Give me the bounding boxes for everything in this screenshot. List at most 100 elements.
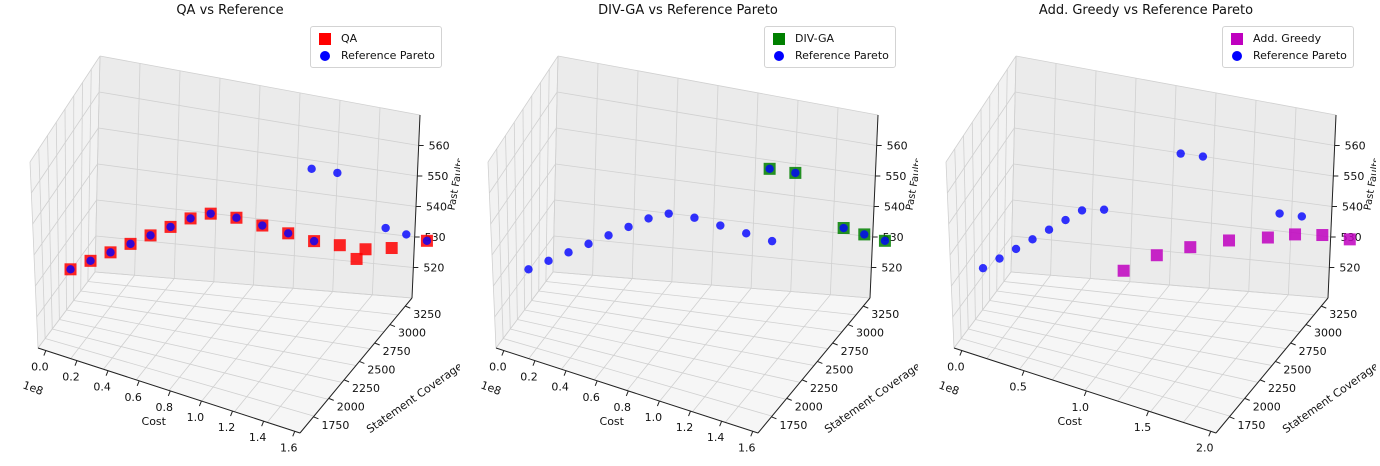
chart-title: DIV-GA vs Reference Pareto bbox=[598, 3, 778, 18]
x-tick-label: 0.0 bbox=[489, 361, 507, 374]
circle-marker bbox=[564, 248, 573, 257]
y-tick bbox=[1290, 342, 1296, 346]
grid-line bbox=[555, 163, 875, 207]
circle-marker-icon bbox=[320, 50, 330, 61]
x-tick-label: 1.0 bbox=[187, 411, 205, 424]
x-tick-label: 0.2 bbox=[520, 371, 538, 384]
plot-area-qa: 0.0 0.2 0.4 0.6 0.8 1.0 1.2 1.4 1.6 Cost 1e8 1750 20… bbox=[21, 55, 460, 454]
circle-marker bbox=[106, 248, 115, 257]
grid-line bbox=[692, 291, 792, 413]
y-tick-label: 3000 bbox=[398, 327, 426, 340]
x-tick bbox=[136, 380, 140, 387]
z-tick-label: 540 bbox=[1342, 201, 1363, 214]
x-tick-label: 0.0 bbox=[947, 361, 965, 374]
circle-marker bbox=[664, 209, 673, 218]
legend-label: Reference Pareto bbox=[795, 49, 889, 62]
x-tick bbox=[198, 400, 202, 407]
x-tick bbox=[501, 350, 505, 356]
plot-area-add-greedy: 0.0 0.5 1.0 1.5 2.0 Cost 1e8 1750 2000 2250 2500 27… bbox=[937, 55, 1376, 454]
back-pane bbox=[1011, 56, 1336, 298]
grid-line bbox=[1013, 163, 1333, 207]
y-tick-label: 2750 bbox=[1299, 345, 1327, 358]
x-tick-label: 1.2 bbox=[218, 421, 236, 434]
grid-line bbox=[556, 127, 876, 177]
grid-line bbox=[1015, 91, 1335, 146]
grid-line bbox=[29, 55, 101, 163]
circle-marker bbox=[166, 222, 175, 232]
circle-marker bbox=[1176, 149, 1185, 158]
grid-line bbox=[80, 290, 385, 333]
y-tick bbox=[1321, 305, 1327, 309]
z-tick-label: 540 bbox=[884, 201, 905, 214]
y-tick bbox=[801, 379, 808, 383]
grid-line bbox=[951, 199, 1013, 287]
x-offset-label: 1e8 bbox=[21, 379, 45, 398]
grid-line bbox=[73, 300, 371, 350]
circle-marker bbox=[1011, 244, 1021, 254]
circle-marker bbox=[206, 209, 215, 218]
y-tick bbox=[313, 416, 319, 420]
square-marker bbox=[359, 243, 372, 256]
square-marker bbox=[1184, 241, 1197, 254]
x-axis-line bbox=[495, 347, 759, 434]
circle-marker bbox=[146, 231, 155, 240]
x-tick-label: 0.4 bbox=[551, 381, 569, 394]
circle-marker bbox=[402, 230, 411, 239]
circle-marker bbox=[791, 168, 800, 178]
grid-line bbox=[491, 163, 556, 256]
circle-marker-icon bbox=[1232, 50, 1242, 61]
z-tick-label: 550 bbox=[885, 170, 906, 183]
reference-series bbox=[66, 164, 432, 274]
circle-marker bbox=[767, 236, 777, 246]
z-tick-label: 550 bbox=[1343, 170, 1364, 183]
circle-marker bbox=[381, 223, 390, 233]
circle-marker bbox=[584, 239, 593, 249]
x-tick-label: 0.4 bbox=[93, 381, 111, 394]
circle-marker bbox=[1198, 152, 1208, 161]
floor-pane bbox=[954, 272, 1328, 433]
x-tick-label: 1.6 bbox=[280, 441, 298, 454]
circle-marker bbox=[1077, 206, 1087, 215]
y-tick-label: 2500 bbox=[367, 363, 395, 376]
grid-line bbox=[266, 294, 373, 423]
y-tick bbox=[374, 342, 380, 346]
grid-line bbox=[553, 235, 872, 268]
grid-line bbox=[989, 300, 1287, 350]
circle-marker bbox=[284, 229, 293, 238]
legend-entry-add-greedy: Add. Greedy bbox=[1229, 30, 1347, 47]
z-tick-label: 560 bbox=[887, 140, 908, 153]
grid-line bbox=[99, 91, 419, 146]
circle-marker bbox=[1099, 205, 1109, 214]
grid-line bbox=[1010, 271, 1329, 299]
y-tick-label: 2250 bbox=[1268, 382, 1296, 395]
x-offset-label: 1e8 bbox=[479, 379, 503, 398]
reference-series bbox=[524, 164, 890, 274]
circle-marker bbox=[765, 164, 774, 174]
y-axis-line bbox=[1215, 297, 1329, 434]
legend-entry-reference: Reference Pareto bbox=[1229, 47, 1347, 64]
legend-label: QA bbox=[341, 32, 358, 45]
x-tick bbox=[1146, 410, 1149, 417]
grid-line bbox=[982, 309, 1273, 366]
grid-line bbox=[94, 271, 413, 299]
circle-marker bbox=[860, 230, 869, 239]
x-tick bbox=[261, 421, 265, 427]
grid-line bbox=[31, 91, 100, 194]
x-tick bbox=[1083, 390, 1087, 397]
y-tick bbox=[786, 397, 792, 401]
x-tick-label: 0.2 bbox=[62, 371, 80, 384]
circle-marker bbox=[604, 231, 613, 240]
x-tick-label: 1.6 bbox=[738, 441, 756, 454]
grid-line bbox=[996, 290, 1301, 333]
y-tick-label: 3250 bbox=[413, 308, 441, 321]
grid-line bbox=[947, 91, 1016, 194]
y-tick bbox=[1275, 360, 1281, 364]
chart-title: QA vs Reference bbox=[176, 3, 284, 18]
square-marker-icon bbox=[773, 32, 785, 45]
z-tick-label: 540 bbox=[426, 201, 447, 214]
reference-series bbox=[978, 149, 1307, 273]
grid-line bbox=[1015, 55, 1337, 116]
grid-line bbox=[554, 199, 873, 238]
x-tick bbox=[292, 431, 296, 437]
circle-marker bbox=[186, 214, 195, 223]
